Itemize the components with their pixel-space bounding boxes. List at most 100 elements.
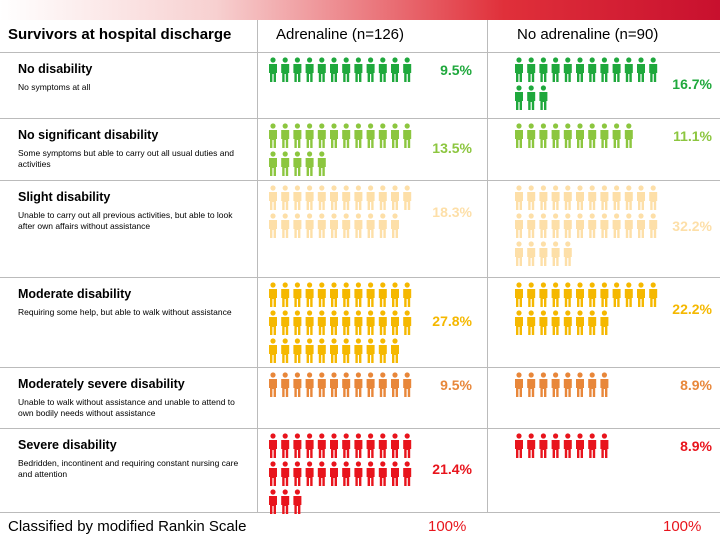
person-icon [342, 213, 351, 238]
person-icon [366, 372, 375, 397]
person-icon [317, 57, 326, 82]
person-icon [281, 57, 290, 82]
person-icon [281, 282, 290, 307]
icon-array [269, 282, 412, 363]
person-icon [342, 372, 351, 397]
banner [0, 0, 720, 20]
person-icon [317, 310, 326, 335]
person-icon [330, 185, 338, 210]
person-icon [649, 213, 658, 238]
person-icon [600, 282, 609, 307]
person-icon [305, 151, 314, 176]
person-icon [391, 57, 399, 82]
person-icon [527, 85, 536, 110]
person-icon [317, 372, 326, 397]
person-icon [281, 151, 290, 176]
person-icon [588, 213, 597, 238]
person-icon [269, 461, 277, 486]
person-icon [515, 213, 523, 238]
person-icon [612, 282, 621, 307]
percent: 22.2% [672, 301, 712, 317]
person-icon [576, 57, 584, 82]
person-icon [391, 372, 399, 397]
person-icon [293, 310, 302, 335]
person-icon [281, 123, 290, 148]
person-icon [588, 372, 597, 397]
header-title: Survivors at hospital discharge [8, 26, 232, 43]
person-icon [330, 57, 338, 82]
level-label: Slight disability [18, 190, 111, 204]
person-icon [281, 338, 290, 363]
person-icon [317, 338, 326, 363]
person-icon [527, 282, 536, 307]
icon-array [269, 433, 412, 514]
person-icon [378, 123, 387, 148]
column-header: No adrenaline (n=90) [517, 26, 659, 43]
person-icon [330, 433, 338, 458]
person-icon [342, 57, 351, 82]
person-icon [269, 372, 277, 397]
person-icon [515, 310, 523, 335]
person-icon [354, 461, 363, 486]
person-icon [366, 185, 375, 210]
person-icon [378, 282, 387, 307]
person-icon [281, 433, 290, 458]
person-icon [551, 282, 560, 307]
person-icon [624, 57, 633, 82]
person-icon [342, 310, 351, 335]
person-icon [342, 338, 351, 363]
person-icon [539, 310, 548, 335]
level-description: Unable to carry out all previous activit… [18, 210, 233, 231]
level-label: No disability [18, 62, 93, 76]
person-icon [612, 123, 621, 148]
row-divider [0, 118, 720, 119]
person-icon [527, 310, 536, 335]
person-icon [563, 433, 572, 458]
person-icon [539, 282, 548, 307]
icon-array [515, 185, 658, 266]
person-icon [269, 151, 277, 176]
person-icon [649, 282, 658, 307]
person-icon [293, 372, 302, 397]
person-icon [539, 123, 548, 148]
person-icon [330, 461, 338, 486]
level-label: Moderately severe disability [18, 377, 185, 391]
person-icon [527, 185, 536, 210]
person-icon [539, 213, 548, 238]
person-icon [269, 213, 277, 238]
icon-array [269, 123, 412, 176]
person-icon [305, 338, 314, 363]
person-icon [551, 57, 560, 82]
person-icon [342, 461, 351, 486]
icon-array [515, 123, 633, 148]
row-divider [0, 512, 720, 513]
person-icon [317, 213, 326, 238]
person-icon [515, 57, 523, 82]
person-icon [563, 185, 572, 210]
person-icon [403, 123, 412, 148]
person-icon [354, 372, 363, 397]
person-icon [342, 185, 351, 210]
person-icon [366, 282, 375, 307]
person-icon [391, 123, 399, 148]
person-icon [269, 310, 277, 335]
person-icon [366, 213, 375, 238]
person-icon [391, 185, 399, 210]
person-icon [403, 372, 412, 397]
person-icon [600, 372, 609, 397]
person-icon [317, 433, 326, 458]
person-icon [600, 123, 609, 148]
person-icon [354, 213, 363, 238]
person-icon [354, 310, 363, 335]
person-icon [269, 185, 277, 210]
person-icon [366, 338, 375, 363]
person-icon [551, 241, 560, 266]
person-icon [269, 433, 277, 458]
person-icon [391, 338, 399, 363]
person-icon [588, 282, 597, 307]
person-icon [281, 213, 290, 238]
person-icon [563, 57, 572, 82]
person-icon [269, 57, 277, 82]
icon-array [515, 372, 609, 397]
row-divider [0, 428, 720, 429]
